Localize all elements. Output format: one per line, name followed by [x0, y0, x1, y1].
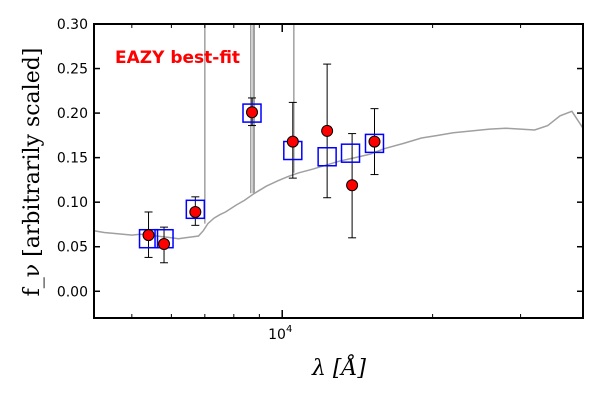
x-tick-label: 104 — [268, 324, 292, 343]
y-axis-title: f_ν [arbitrarily scaled] — [20, 48, 45, 297]
y-tick-label: 0.25 — [57, 62, 88, 78]
model-square-point — [185, 199, 206, 220]
model-square-point — [364, 133, 385, 154]
y-tick-label: 0.15 — [57, 151, 88, 167]
y-tick-label: 0.05 — [57, 240, 88, 256]
observed-point — [189, 205, 202, 218]
template-spectrum-line — [93, 110, 584, 240]
model-square-point — [340, 143, 361, 163]
observed-point — [142, 229, 155, 242]
plot-frame — [93, 23, 584, 319]
observed-point — [246, 106, 259, 119]
y-tick-label: 0.30 — [57, 17, 88, 33]
errorbar-layer — [144, 63, 379, 264]
y-tick-label: 0.20 — [57, 106, 88, 122]
model-square-point — [317, 146, 337, 167]
observed-point — [368, 135, 381, 148]
y-tick-label: 0.10 — [57, 195, 88, 211]
x-axis-title: λ [Å] — [311, 353, 366, 381]
model-square-point — [242, 103, 262, 123]
model-layer — [138, 103, 385, 249]
observed-point — [158, 238, 171, 251]
observed-point — [286, 135, 299, 148]
y-tick-label: 0.00 — [57, 284, 88, 300]
annotation-label: EAZY best-fit — [115, 48, 240, 68]
observed-layer — [142, 106, 381, 251]
observed-point — [346, 179, 359, 192]
observed-point — [321, 124, 334, 137]
